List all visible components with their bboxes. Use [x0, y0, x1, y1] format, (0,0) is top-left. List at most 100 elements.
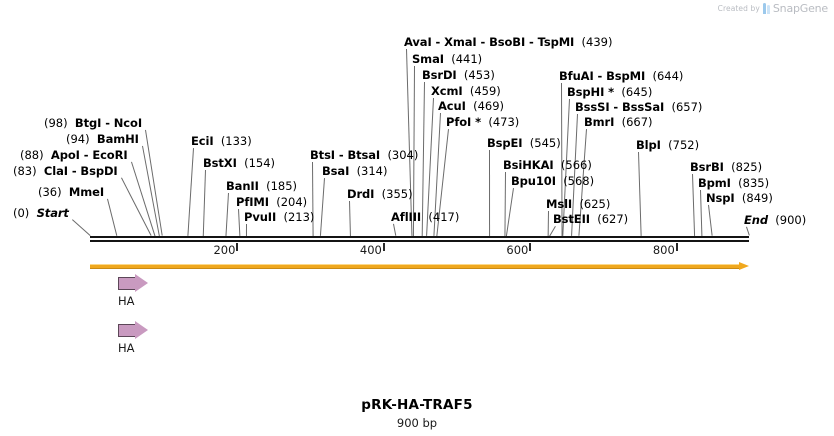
site-name: BstXI: [203, 156, 237, 170]
restriction-site-label[interactable]: XcmI (459): [431, 85, 501, 97]
restriction-site-label[interactable]: EciI (133): [191, 135, 252, 147]
ruler-tick-label: 600: [506, 243, 529, 257]
site-leader-line: [746, 226, 750, 236]
orf-arrow[interactable]: [90, 262, 749, 271]
site-name: DrdI: [347, 187, 375, 201]
ruler-tick: [675, 243, 678, 251]
restriction-site-label[interactable]: BspHI * (645): [567, 86, 652, 98]
site-position: (835): [738, 176, 770, 190]
restriction-site-label[interactable]: (98) BtgI - NcoI: [44, 117, 142, 129]
restriction-site-label[interactable]: End (900): [744, 214, 806, 226]
site-name: BsrBI: [690, 160, 724, 174]
site-position: (98): [44, 116, 68, 130]
restriction-site-label[interactable]: BpmI (835): [698, 177, 769, 189]
restriction-site-label[interactable]: AflIII (417): [391, 211, 459, 223]
restriction-site-label[interactable]: BanII (185): [226, 180, 297, 192]
restriction-site-label[interactable]: SmaI (441): [412, 53, 482, 65]
restriction-site-label[interactable]: MslI (625): [546, 198, 610, 210]
restriction-site-label[interactable]: BfuAI - BspMI (644): [559, 70, 683, 82]
restriction-site-label[interactable]: BssSI - BssSaI (657): [575, 101, 702, 113]
site-name: NspI: [706, 191, 735, 205]
site-leader-line: [187, 148, 194, 237]
site-position: (825): [731, 160, 763, 174]
restriction-site-label[interactable]: BsrBI (825): [690, 161, 762, 173]
ruler-tick-label: 400: [359, 243, 382, 257]
restriction-site-label[interactable]: (36) MmeI: [38, 186, 104, 198]
restriction-site-label[interactable]: (83) ClaI - BspDI: [13, 165, 118, 177]
ruler-tick-label: 200: [213, 243, 236, 257]
site-leader-line: [225, 193, 229, 237]
site-position: (185): [266, 179, 298, 193]
restriction-site-label[interactable]: (0) Start: [13, 207, 69, 219]
site-position: (566): [560, 158, 592, 172]
site-name: BmrI: [584, 115, 615, 129]
ruler-tick: [236, 243, 239, 251]
feature-label: HA: [118, 341, 135, 355]
plasmid-name: pRK-HA-TRAF5: [361, 397, 473, 413]
restriction-site-label[interactable]: BlpI (752): [636, 139, 699, 151]
site-position: (752): [668, 138, 700, 152]
site-position: (568): [563, 174, 595, 188]
site-name: BanII: [226, 179, 259, 193]
ruler-tick: [382, 243, 385, 251]
plasmid-size: 900 bp: [396, 416, 438, 430]
site-name: PvuII: [244, 210, 277, 224]
site-position: (657): [671, 100, 703, 114]
site-position: (314): [356, 164, 388, 178]
site-position: (88): [20, 148, 44, 162]
restriction-site-label[interactable]: DrdI (355): [347, 188, 413, 200]
site-name: BspEI: [487, 136, 523, 150]
site-name: BsiHKAI: [503, 158, 554, 172]
site-leader-line: [145, 129, 163, 236]
site-leader-line: [638, 151, 642, 236]
site-position: (439): [581, 35, 613, 49]
feature-arrow-icon: [118, 321, 149, 340]
restriction-site-label[interactable]: BstEII (627): [553, 213, 628, 225]
restriction-site-label[interactable]: AcuI (469): [438, 100, 504, 112]
site-position: (0): [13, 206, 30, 220]
site-position: (304): [387, 148, 419, 162]
site-position: (900): [775, 213, 807, 227]
site-position: (459): [469, 84, 501, 98]
site-leader-line: [312, 161, 314, 236]
site-position: (355): [381, 187, 413, 201]
site-name: Bpu10I: [511, 174, 556, 188]
site-leader-line: [505, 188, 514, 237]
restriction-site-label[interactable]: BmrI (667): [584, 116, 653, 128]
restriction-site-label[interactable]: BsiHKAI (566): [503, 159, 592, 171]
restriction-site-label[interactable]: BspEI (545): [487, 137, 561, 149]
restriction-site-label[interactable]: BsrDI (453): [422, 69, 495, 81]
restriction-site-label[interactable]: AvaI - XmaI - BsoBI - TspMI (439): [404, 36, 612, 48]
restriction-site-label[interactable]: BsaI (314): [322, 165, 388, 177]
site-position: (849): [741, 191, 773, 205]
plasmid-title-block: pRK-HA-TRAF5 900 bp: [0, 397, 834, 430]
restriction-site-label[interactable]: NspI (849): [706, 192, 773, 204]
site-position: (453): [463, 68, 495, 82]
restriction-site-label[interactable]: BtsI - BtsaI (304): [310, 149, 418, 161]
restriction-site-label[interactable]: PvuII (213): [244, 211, 314, 223]
site-position: (133): [220, 134, 252, 148]
restriction-site-label[interactable]: BstXI (154): [203, 157, 275, 169]
site-name: BtsI - BtsaI: [310, 148, 381, 162]
restriction-site-label[interactable]: PfoI * (473): [446, 116, 519, 128]
site-leader-line: [238, 208, 241, 236]
feature-ha[interactable]: HA: [118, 274, 149, 308]
feature-ha[interactable]: HA: [118, 321, 149, 355]
site-leader-line: [393, 223, 397, 236]
restriction-site-label[interactable]: (94) BamHI: [66, 133, 139, 145]
restriction-site-label[interactable]: (88) ApoI - EcoRI: [20, 149, 128, 161]
site-name: BamHI: [96, 132, 139, 146]
site-position: (36): [38, 185, 62, 199]
site-leader-line: [406, 48, 413, 236]
snapgene-logo-icon: [762, 3, 770, 14]
site-leader-line: [349, 200, 351, 236]
site-leader-line: [319, 178, 325, 237]
site-leader-line: [121, 177, 152, 236]
site-name: PfoI *: [446, 115, 482, 129]
feature-arrow-icon: [118, 274, 149, 293]
feature-label: HA: [118, 294, 135, 308]
restriction-site-label[interactable]: PfIMI (204): [236, 196, 307, 208]
restriction-site-label[interactable]: Bpu10I (568): [511, 175, 594, 187]
site-name: PfIMI: [236, 195, 269, 209]
